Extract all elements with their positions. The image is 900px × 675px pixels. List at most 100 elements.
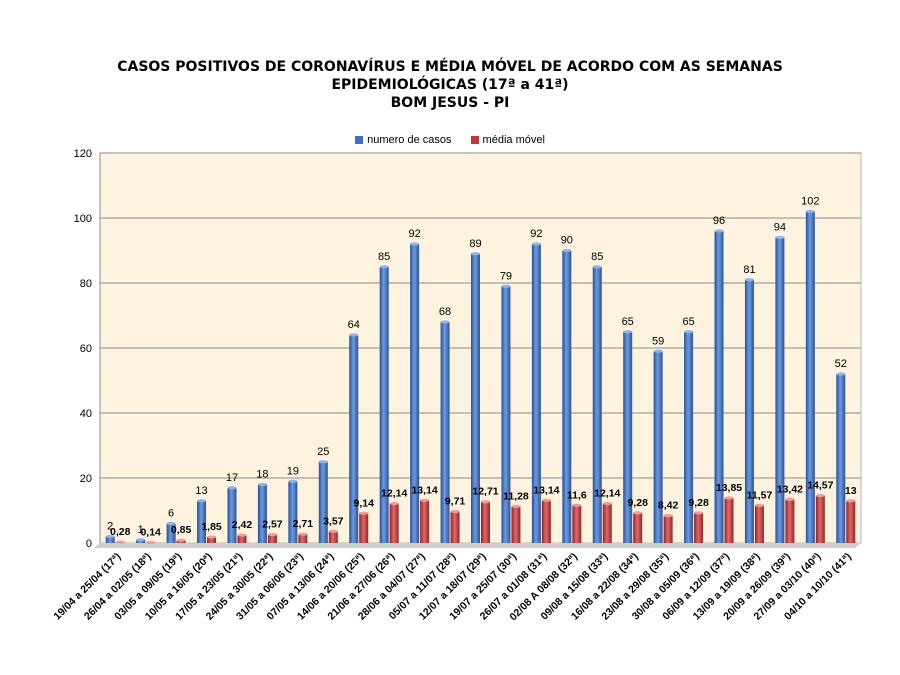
data-label-moving-average: 14,57 <box>807 480 833 492</box>
data-label-moving-average: 8,42 <box>658 500 679 512</box>
bar-top-case-count <box>379 265 389 269</box>
bar-case-count <box>166 523 176 543</box>
bar-case-count <box>410 244 420 543</box>
bar-moving-average <box>511 506 521 543</box>
bar-top-case-count <box>805 209 815 214</box>
bar-moving-average <box>633 512 643 543</box>
bar-top-case-count <box>227 486 237 490</box>
bar-top-moving-average <box>846 499 856 503</box>
bar-case-count <box>623 331 633 543</box>
bar-case-count <box>105 536 115 543</box>
title-line-1: CASOS POSITIVOS DE CORONAVÍRUS E MÉDIA M… <box>117 59 783 75</box>
bar-moving-average <box>207 536 217 543</box>
bar-top-case-count <box>349 333 359 337</box>
y-tick-label: 120 <box>74 148 92 160</box>
bar-top-moving-average <box>359 511 369 515</box>
data-label-moving-average: 9,14 <box>354 497 375 509</box>
bar-moving-average <box>389 503 399 543</box>
bar-top-moving-average <box>754 503 764 507</box>
bar-top-case-count <box>836 372 846 376</box>
y-tick-label: 60 <box>80 343 92 355</box>
data-label-case-count: 102 <box>801 196 819 208</box>
bar-top-case-count <box>471 252 480 256</box>
bar-top-case-count <box>531 242 541 246</box>
data-label-case-count: 17 <box>226 472 238 484</box>
bar-moving-average <box>298 534 308 543</box>
bar-moving-average <box>359 513 369 543</box>
title-line-3: BOM JESUS - PI <box>390 95 510 111</box>
bar-case-count <box>471 253 480 543</box>
data-label-case-count: 25 <box>317 446 329 458</box>
legend-label-moving-average: média móvel <box>482 134 545 146</box>
bar-moving-average <box>663 515 673 543</box>
bar-moving-average <box>846 500 856 543</box>
chart-title: CASOS POSITIVOS DE CORONAVÍRUS E MÉDIA M… <box>0 58 900 112</box>
bar-top-case-count <box>197 499 207 503</box>
bar-top-moving-average <box>815 494 825 498</box>
bar-top-case-count <box>714 229 724 233</box>
bar-top-moving-average <box>663 514 673 518</box>
bar-top-moving-average <box>115 540 125 544</box>
y-tick-label: 40 <box>80 408 92 420</box>
data-label-moving-average: 1,85 <box>201 521 222 533</box>
data-label-moving-average: 13,42 <box>777 483 803 495</box>
bar-case-count <box>744 279 754 543</box>
bar-case-count <box>836 374 846 543</box>
data-label-case-count: 90 <box>561 235 573 247</box>
data-label-case-count: 85 <box>378 251 390 263</box>
bar-top-moving-average <box>633 511 643 515</box>
bar-moving-average <box>481 501 490 543</box>
bar-top-case-count <box>410 242 420 246</box>
data-label-case-count: 89 <box>469 238 481 250</box>
bar-top-case-count <box>501 284 511 288</box>
data-label-case-count: 13 <box>195 485 207 497</box>
data-label-case-count: 65 <box>682 316 694 328</box>
data-label-case-count: 92 <box>530 228 542 240</box>
bar-moving-average <box>694 512 704 543</box>
legend-swatch-cases <box>355 136 364 145</box>
data-label-moving-average: 2,71 <box>293 518 314 530</box>
data-label-case-count: 64 <box>348 319 360 331</box>
legend-item-moving-average: média móvel <box>470 134 545 146</box>
y-tick-label: 20 <box>80 473 92 485</box>
bar-top-moving-average <box>541 498 551 502</box>
data-label-moving-average: 11,6 <box>567 489 587 501</box>
bar-top-case-count <box>105 534 115 539</box>
data-label-case-count: 68 <box>439 306 451 318</box>
data-label-moving-average: 9,71 <box>445 495 466 507</box>
legend-item-cases: numero de casos <box>355 134 451 146</box>
data-label-case-count: 6 <box>168 508 174 520</box>
bar-case-count <box>592 266 602 543</box>
data-label-moving-average: 0,28 <box>110 526 131 538</box>
data-label-moving-average: 11,57 <box>747 489 773 501</box>
data-label-case-count: 94 <box>774 222 786 234</box>
data-label-case-count: 59 <box>652 335 664 347</box>
bar-moving-average <box>267 534 277 543</box>
bar-top-moving-average <box>267 533 277 537</box>
bar-top-moving-average <box>481 500 490 504</box>
data-label-moving-average: 12,71 <box>472 486 498 498</box>
data-label-moving-average: 9,28 <box>688 497 709 509</box>
bar-case-count <box>318 461 328 543</box>
bar-top-case-count <box>775 235 785 240</box>
bar-top-case-count <box>653 349 663 353</box>
bar-top-case-count <box>440 320 450 324</box>
data-label-moving-average: 13,14 <box>533 484 559 496</box>
bar-case-count <box>531 244 541 543</box>
data-label-case-count: 19 <box>287 465 299 477</box>
bar-top-case-count <box>257 482 267 487</box>
data-label-moving-average: 12,14 <box>594 488 620 500</box>
bar-top-moving-average <box>207 535 217 539</box>
data-label-case-count: 52 <box>835 358 847 370</box>
data-label-moving-average: 12,14 <box>381 488 407 500</box>
bar-moving-average <box>754 505 764 543</box>
bar-case-count <box>349 335 359 543</box>
bar-top-moving-average <box>328 529 338 533</box>
bar-case-count <box>440 322 450 543</box>
bar-moving-average <box>815 495 825 543</box>
data-label-case-count: 96 <box>713 215 725 227</box>
bar-top-moving-average <box>420 498 430 502</box>
bar-top-case-count <box>136 538 146 542</box>
bar-moving-average <box>328 531 338 543</box>
bar-case-count <box>805 211 815 543</box>
